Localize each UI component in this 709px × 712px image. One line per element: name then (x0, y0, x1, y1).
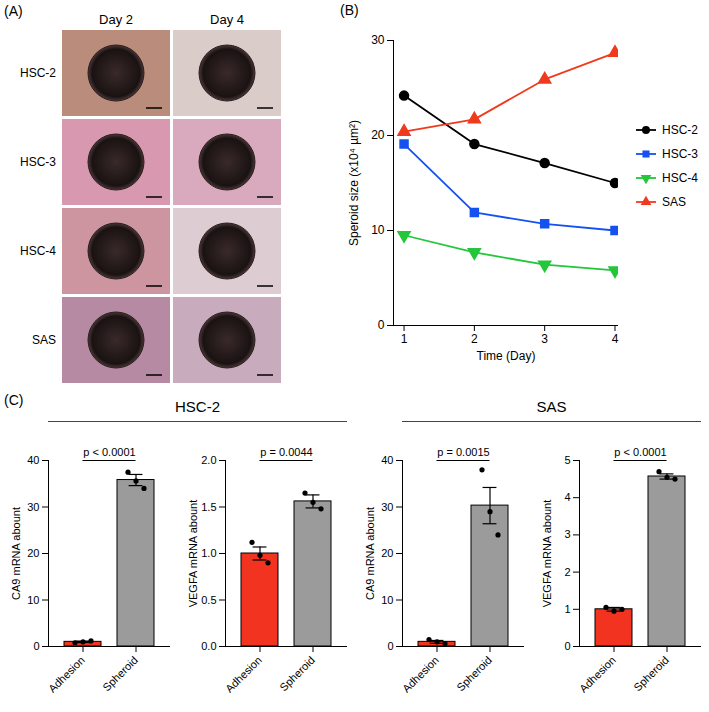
svg-text:SAS: SAS (662, 195, 686, 209)
svg-text:HSC-4: HSC-4 (20, 244, 56, 258)
html-text:(B): (B) (340, 2, 359, 18)
svg-text:Adhesion: Adhesion (223, 654, 264, 695)
svg-text:CA9 mRNA abount: CA9 mRNA abount (364, 507, 376, 600)
svg-text:CA9 mRNA abount: CA9 mRNA abount (10, 507, 22, 600)
svg-text:30: 30 (371, 33, 385, 47)
svg-text:HSC-4: HSC-4 (662, 171, 698, 185)
svg-text:4: 4 (612, 332, 619, 346)
svg-text:10: 10 (381, 594, 393, 606)
svg-text:Adhesion: Adhesion (400, 654, 441, 695)
svg-text:40: 40 (27, 454, 39, 466)
svg-text:10: 10 (371, 223, 385, 237)
svg-text:2: 2 (471, 332, 478, 346)
svg-text:20: 20 (371, 128, 385, 142)
svg-text:3: 3 (541, 332, 548, 346)
svg-text:1: 1 (564, 603, 570, 615)
svg-text:Adhesion: Adhesion (577, 654, 618, 695)
html-text:HSC-2: HSC-2 (175, 398, 220, 415)
svg-text:30: 30 (381, 501, 393, 513)
svg-text:30: 30 (27, 501, 39, 513)
svg-text:0: 0 (564, 640, 570, 652)
svg-text:1.5: 1.5 (201, 501, 216, 513)
html-text:SAS: SAS (536, 398, 567, 415)
svg-text:4: 4 (564, 491, 570, 503)
svg-text:Spheroid: Spheroid (100, 654, 140, 694)
svg-text:3: 3 (564, 528, 570, 540)
svg-text:Spheroid: Spheroid (454, 654, 494, 694)
svg-text:2: 2 (564, 566, 570, 578)
svg-text:1: 1 (401, 332, 408, 346)
svg-text:Day 4: Day 4 (210, 12, 244, 27)
svg-text:Day 2: Day 2 (99, 12, 133, 27)
svg-text:5: 5 (564, 454, 570, 466)
svg-text:20: 20 (381, 547, 393, 559)
svg-text:10: 10 (27, 594, 39, 606)
svg-text:p = 0.0015: p = 0.0015 (437, 446, 489, 458)
svg-text:HSC-2: HSC-2 (20, 66, 56, 80)
svg-text:0: 0 (378, 318, 385, 332)
svg-text:Adhesion: Adhesion (46, 654, 87, 695)
svg-text:40: 40 (381, 454, 393, 466)
svg-text:0: 0 (387, 640, 393, 652)
html-text:(C): (C) (4, 392, 24, 408)
svg-text:HSC-3: HSC-3 (662, 147, 698, 161)
svg-text:p < 0.0001: p < 0.0001 (614, 446, 666, 458)
svg-text:p = 0.0044: p = 0.0044 (260, 446, 312, 458)
svg-text:1.0: 1.0 (201, 547, 216, 559)
svg-text:VEGFA mRNA abount: VEGFA mRNA abount (187, 500, 199, 608)
svg-text:2.0: 2.0 (201, 454, 216, 466)
svg-text:Speroid size (x10⁴ µm²): Speroid size (x10⁴ µm²) (347, 120, 361, 246)
svg-text:(A): (A) (4, 3, 23, 19)
svg-text:0.0: 0.0 (201, 640, 216, 652)
svg-text:VEGFA mRNA abount: VEGFA mRNA abount (541, 500, 553, 608)
svg-text:20: 20 (27, 547, 39, 559)
svg-text:Spheroid: Spheroid (277, 654, 317, 694)
svg-text:Time (Day): Time (Day) (477, 349, 536, 363)
svg-text:SAS: SAS (32, 333, 56, 347)
svg-text:HSC-3: HSC-3 (20, 155, 56, 169)
svg-text:p < 0.0001: p < 0.0001 (83, 446, 135, 458)
svg-text:Spheroid: Spheroid (631, 654, 671, 694)
svg-text:HSC-2: HSC-2 (662, 123, 698, 137)
svg-text:0: 0 (33, 640, 39, 652)
svg-text:0.5: 0.5 (201, 594, 216, 606)
